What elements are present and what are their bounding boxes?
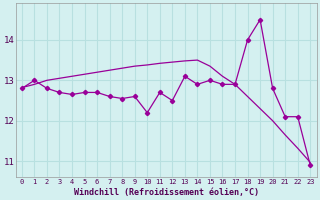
X-axis label: Windchill (Refroidissement éolien,°C): Windchill (Refroidissement éolien,°C) — [74, 188, 259, 197]
